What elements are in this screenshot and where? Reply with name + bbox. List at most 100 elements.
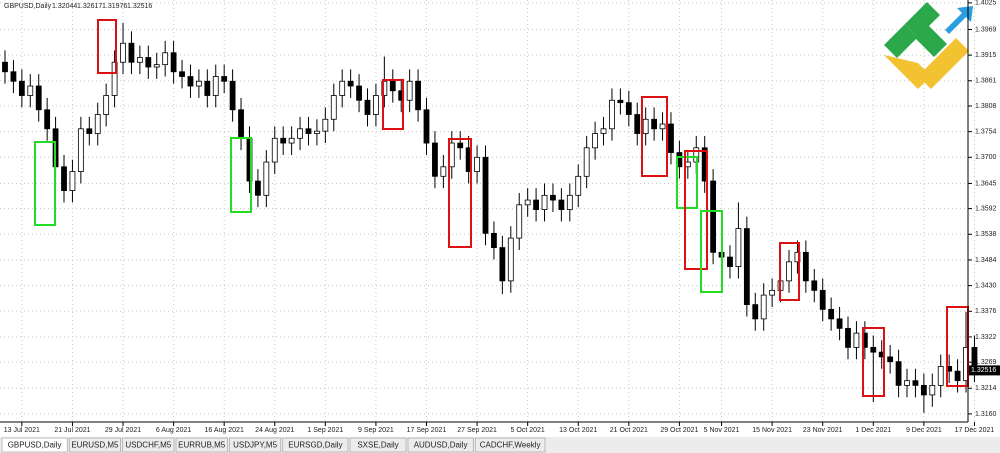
tab-label[interactable]: USDJPY,M5 (233, 441, 277, 450)
tab[interactable] (229, 437, 282, 453)
candle-body (44, 109, 51, 130)
red-box (97, 19, 117, 74)
header-value: 1.32516 (127, 3, 152, 10)
candle-body (322, 118, 329, 132)
x-tick-label: 13 Oct 2021 (559, 427, 597, 434)
y-tick-label: 1.3754 (975, 128, 997, 135)
logo-green-top (905, 2, 940, 37)
tab[interactable] (1, 437, 68, 453)
red-box (641, 96, 668, 177)
y-tick-label: 1.3214 (975, 385, 997, 392)
y-tick-label: 1.3808 (975, 103, 997, 110)
candle-body (507, 237, 514, 282)
candle-body (263, 161, 270, 196)
candle-body (845, 327, 851, 348)
candle-body (271, 137, 278, 163)
candle-body (642, 118, 649, 134)
tab[interactable] (122, 437, 175, 453)
candle-body (727, 256, 733, 268)
candle-body (929, 385, 936, 396)
candle-body (954, 370, 961, 382)
x-tick-label: 27 Sep 2021 (457, 427, 497, 434)
y-tick-label: 1.3484 (975, 257, 997, 264)
x-tick-label: 17 Dec 2021 (955, 427, 995, 434)
tab-label[interactable]: EURSGD,Daily (288, 441, 342, 450)
x-tick-label: 5 Oct 2021 (511, 427, 545, 434)
candle-body (735, 228, 742, 268)
candle-body (61, 166, 67, 191)
candle-body (195, 80, 202, 87)
candle-body (288, 137, 295, 144)
y-tick-label: 1.3430 (975, 282, 997, 289)
x-tick-label: 5 Nov 2021 (704, 427, 740, 434)
y-tick-label: 1.3538 (975, 231, 997, 238)
y-tick-label: 1.3969 (975, 26, 997, 33)
x-tick-label: 21 Oct 2021 (610, 427, 648, 434)
tab-label[interactable]: CADCHF,Weekly (480, 441, 541, 450)
candle-body (524, 199, 531, 206)
logo-green-left (884, 24, 918, 58)
x-tick-label: 29 Jul 2021 (105, 427, 141, 434)
candle-body (86, 128, 93, 134)
candle-body (179, 71, 185, 77)
candle-body (364, 99, 371, 115)
candle-body (760, 294, 767, 320)
tab-label[interactable]: EURUSD,M5 (71, 441, 119, 450)
y-tick-label: 1.4025 (975, 0, 997, 7)
candle-body (819, 289, 826, 310)
candle-body (221, 76, 228, 82)
candle-body (895, 361, 902, 386)
red-box (382, 79, 404, 130)
candle-body (474, 156, 480, 172)
candle-body (887, 356, 894, 363)
tab-label[interactable]: EURRUB,M5 (178, 441, 226, 450)
logo-green-right (914, 24, 947, 57)
y-tick-label: 1.3915 (975, 52, 997, 59)
x-tick-label: 1 Sep 2021 (307, 427, 343, 434)
y-tick-label: 1.3376 (975, 308, 997, 315)
header-value: 1.32617 (77, 3, 102, 10)
tab[interactable] (349, 437, 407, 453)
candle-body (769, 289, 776, 296)
tab[interactable] (282, 437, 349, 453)
candle-body (533, 199, 539, 210)
tab-label[interactable]: USDCHF,M5 (125, 441, 171, 450)
candle-body (77, 128, 84, 172)
tab[interactable] (474, 437, 546, 453)
x-tick-label: 17 Sep 2021 (407, 427, 447, 434)
candle-body (415, 80, 421, 111)
red-box (448, 138, 472, 248)
x-tick-label: 1 Dec 2021 (855, 427, 891, 434)
green-box (676, 156, 698, 209)
candle-body (145, 57, 152, 68)
tab-label[interactable]: GBPUSD,Daily (8, 441, 62, 450)
y-tick-label: 1.3700 (975, 154, 997, 161)
candle-body (69, 171, 76, 191)
x-tick-label: 9 Sep 2021 (358, 427, 394, 434)
candle-body (170, 52, 177, 73)
tab[interactable] (175, 437, 228, 453)
candle-body (541, 194, 548, 210)
candle-body (128, 42, 135, 63)
candle-body (625, 102, 632, 115)
x-tick-label: 29 Oct 2021 (660, 427, 698, 434)
green-box (34, 141, 56, 226)
candle-body (238, 109, 244, 139)
tab[interactable] (68, 437, 121, 453)
x-tick-label: 15 Nov 2021 (752, 427, 792, 434)
last-price-label: 1.32516 (971, 367, 996, 374)
candle-body (229, 80, 236, 111)
candle-body (423, 109, 430, 144)
candle-body (583, 147, 590, 177)
tab[interactable] (407, 437, 474, 453)
candle-body (18, 80, 25, 96)
candle-body (592, 133, 598, 149)
logo-yellow-left (884, 55, 931, 89)
candle-body (710, 180, 717, 253)
candle-body (786, 261, 792, 282)
tab-label[interactable]: SXSE,Daily (357, 441, 398, 450)
red-box (862, 327, 885, 397)
candle-body (912, 380, 919, 386)
tab-label[interactable]: AUDUSD,Daily (414, 441, 468, 450)
candle-body (432, 142, 438, 177)
